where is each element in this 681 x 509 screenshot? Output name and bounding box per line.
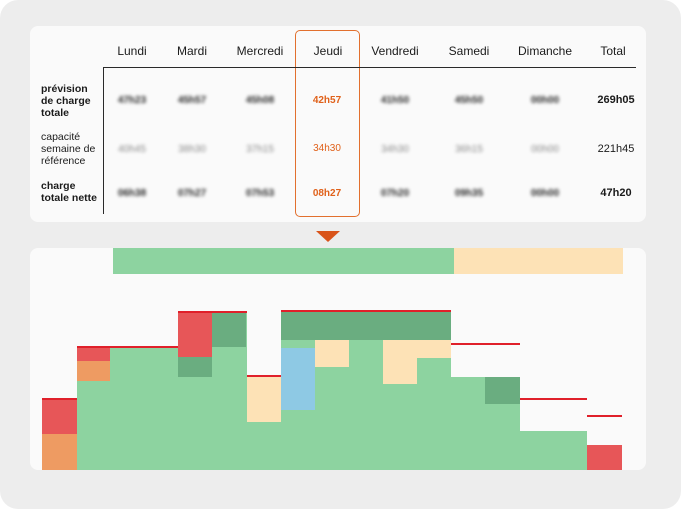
cell-nette-mardi: 07h27	[177, 188, 207, 199]
cell-prevision-vendredi: 41h50	[380, 95, 410, 106]
highlighted-day-frame	[295, 30, 360, 217]
timeline-bar-peach	[454, 248, 623, 274]
row-label-prevision: prévision de charge totale	[41, 83, 91, 119]
row-label-capacite: capacité semaine de référence	[41, 131, 96, 167]
block-white	[520, 400, 587, 431]
block-dark-green	[212, 312, 246, 347]
block-red	[42, 399, 77, 434]
block-orange	[42, 434, 77, 470]
cell-capacite-jeudi: 34h30	[313, 143, 341, 154]
cell-nette-total: 47h20	[600, 187, 632, 199]
block-red	[587, 445, 622, 470]
block-peach	[247, 376, 281, 422]
area-segment	[148, 347, 178, 470]
cell-nette-vendredi: 07h20	[380, 188, 410, 199]
block-orange	[77, 361, 110, 381]
cell-capacite-mardi: 38h30	[178, 144, 206, 155]
gap-white	[247, 312, 281, 376]
block-red	[178, 312, 212, 357]
block-peach	[383, 358, 417, 384]
area-segment	[520, 431, 587, 470]
cell-prevision-samedi: 45h50	[454, 95, 484, 106]
day-header-vendredi[interactable]: Vendredi	[371, 44, 419, 58]
block-dark-green	[178, 357, 212, 377]
planning-table-card: Lundi Mardi Mercredi Jeudi Vendredi Same…	[30, 26, 646, 222]
header-divider	[103, 67, 636, 68]
total-header: Total	[600, 44, 626, 58]
cell-prevision-mercredi: 45h08	[245, 95, 275, 106]
cell-capacite-lundi: 40h45	[118, 144, 146, 155]
cell-capacite-samedi: 36h15	[455, 144, 483, 155]
cell-capacite-dimanche: 00h00	[531, 144, 559, 155]
cell-prevision-lundi: 47h23	[117, 95, 147, 106]
day-header-mardi[interactable]: Mardi	[176, 44, 207, 58]
load-chart-card	[30, 248, 646, 470]
cell-prevision-mardi: 45h57	[177, 95, 207, 106]
cell-capacite-mercredi: 37h15	[246, 144, 274, 155]
day-header-dimanche[interactable]: Dimanche	[517, 44, 573, 58]
block-peach	[315, 340, 349, 367]
cell-nette-mercredi: 07h53	[245, 188, 275, 199]
cell-nette-samedi: 09h35	[454, 188, 484, 199]
row-label-charge-nette: charge totale nette	[41, 180, 98, 204]
cell-nette-lundi: 06h38	[117, 188, 147, 199]
label-divider	[103, 67, 104, 214]
day-header-samedi[interactable]: Samedi	[448, 44, 490, 58]
block-peach	[383, 340, 451, 358]
load-chart-graphic	[42, 248, 623, 470]
cell-capacite-total: 221h45	[597, 143, 635, 155]
cell-prevision-total: 269h05	[597, 94, 635, 106]
block-red	[77, 347, 110, 361]
down-arrow-icon	[316, 231, 340, 242]
day-header-jeudi[interactable]: Jeudi	[313, 44, 343, 58]
block-dark-green	[281, 312, 451, 340]
cell-nette-dimanche: 00h00	[530, 188, 560, 199]
timeline-bar-green	[113, 248, 454, 274]
cell-prevision-jeudi: 42h57	[312, 95, 342, 106]
day-header-mercredi[interactable]: Mercredi	[236, 44, 284, 58]
cell-prevision-dimanche: 00h00	[530, 95, 560, 106]
cell-capacite-vendredi: 34h30	[381, 144, 409, 155]
cell-nette-jeudi: 08h27	[312, 188, 342, 199]
block-dark-green	[485, 377, 520, 404]
day-header-lundi[interactable]: Lundi	[117, 44, 147, 58]
block-blue	[281, 348, 315, 410]
